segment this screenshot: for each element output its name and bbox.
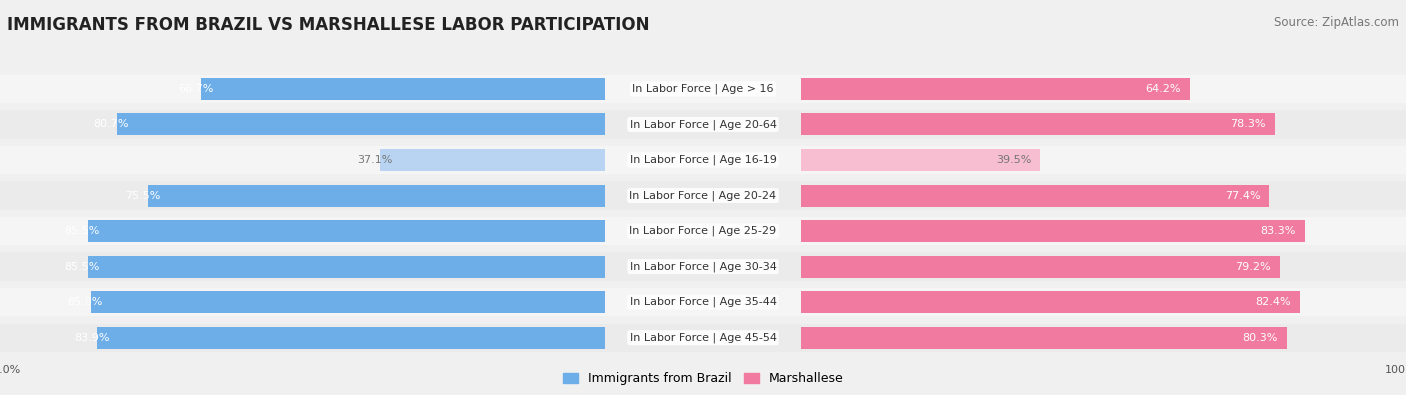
Text: 80.7%: 80.7% <box>93 119 129 130</box>
FancyBboxPatch shape <box>801 75 1406 103</box>
FancyBboxPatch shape <box>605 324 801 352</box>
Text: 82.4%: 82.4% <box>1256 297 1291 307</box>
Bar <box>801 327 1286 349</box>
Text: 83.9%: 83.9% <box>75 333 110 343</box>
Bar <box>801 256 1281 278</box>
Text: 85.5%: 85.5% <box>65 226 100 236</box>
FancyBboxPatch shape <box>801 110 1406 139</box>
Bar <box>201 78 605 100</box>
Text: 80.3%: 80.3% <box>1243 333 1278 343</box>
FancyBboxPatch shape <box>0 324 605 352</box>
FancyBboxPatch shape <box>801 146 1406 174</box>
FancyBboxPatch shape <box>801 324 1406 352</box>
Bar <box>91 291 605 313</box>
FancyBboxPatch shape <box>0 181 605 210</box>
Bar <box>117 113 605 135</box>
FancyBboxPatch shape <box>0 252 605 281</box>
Text: 64.2%: 64.2% <box>1144 84 1181 94</box>
Text: In Labor Force | Age 45-54: In Labor Force | Age 45-54 <box>630 333 776 343</box>
Text: In Labor Force | Age 16-19: In Labor Force | Age 16-19 <box>630 155 776 165</box>
Legend: Immigrants from Brazil, Marshallese: Immigrants from Brazil, Marshallese <box>558 368 848 389</box>
Bar <box>97 327 605 349</box>
Bar <box>801 149 1040 171</box>
Text: In Labor Force | Age 20-64: In Labor Force | Age 20-64 <box>630 119 776 130</box>
Text: In Labor Force | Age > 16: In Labor Force | Age > 16 <box>633 84 773 94</box>
Text: 75.5%: 75.5% <box>125 190 160 201</box>
FancyBboxPatch shape <box>801 217 1406 245</box>
FancyBboxPatch shape <box>0 288 605 316</box>
FancyBboxPatch shape <box>605 181 801 210</box>
FancyBboxPatch shape <box>605 288 801 316</box>
Bar <box>801 184 1270 207</box>
FancyBboxPatch shape <box>605 146 801 174</box>
Bar <box>801 291 1299 313</box>
Text: Source: ZipAtlas.com: Source: ZipAtlas.com <box>1274 16 1399 29</box>
Text: 79.2%: 79.2% <box>1236 261 1271 272</box>
Text: In Labor Force | Age 30-34: In Labor Force | Age 30-34 <box>630 261 776 272</box>
FancyBboxPatch shape <box>605 217 801 245</box>
FancyBboxPatch shape <box>0 110 605 139</box>
Text: 85.0%: 85.0% <box>67 297 103 307</box>
FancyBboxPatch shape <box>605 75 801 103</box>
Bar <box>801 220 1305 242</box>
FancyBboxPatch shape <box>801 288 1406 316</box>
Text: 77.4%: 77.4% <box>1225 190 1260 201</box>
Bar <box>87 220 605 242</box>
Text: 39.5%: 39.5% <box>995 155 1031 165</box>
Bar <box>801 113 1275 135</box>
FancyBboxPatch shape <box>605 252 801 281</box>
Bar <box>801 78 1189 100</box>
FancyBboxPatch shape <box>605 110 801 139</box>
Text: 37.1%: 37.1% <box>357 155 392 165</box>
Text: 83.3%: 83.3% <box>1261 226 1296 236</box>
Text: In Labor Force | Age 25-29: In Labor Force | Age 25-29 <box>630 226 776 236</box>
Bar <box>87 256 605 278</box>
Bar <box>148 184 605 207</box>
Text: 78.3%: 78.3% <box>1230 119 1265 130</box>
FancyBboxPatch shape <box>0 217 605 245</box>
Text: In Labor Force | Age 20-24: In Labor Force | Age 20-24 <box>630 190 776 201</box>
Text: In Labor Force | Age 35-44: In Labor Force | Age 35-44 <box>630 297 776 307</box>
FancyBboxPatch shape <box>801 181 1406 210</box>
Text: 85.5%: 85.5% <box>65 261 100 272</box>
Text: 66.7%: 66.7% <box>179 84 214 94</box>
Text: IMMIGRANTS FROM BRAZIL VS MARSHALLESE LABOR PARTICIPATION: IMMIGRANTS FROM BRAZIL VS MARSHALLESE LA… <box>7 16 650 34</box>
FancyBboxPatch shape <box>0 146 605 174</box>
Bar <box>380 149 605 171</box>
FancyBboxPatch shape <box>0 75 605 103</box>
FancyBboxPatch shape <box>801 252 1406 281</box>
